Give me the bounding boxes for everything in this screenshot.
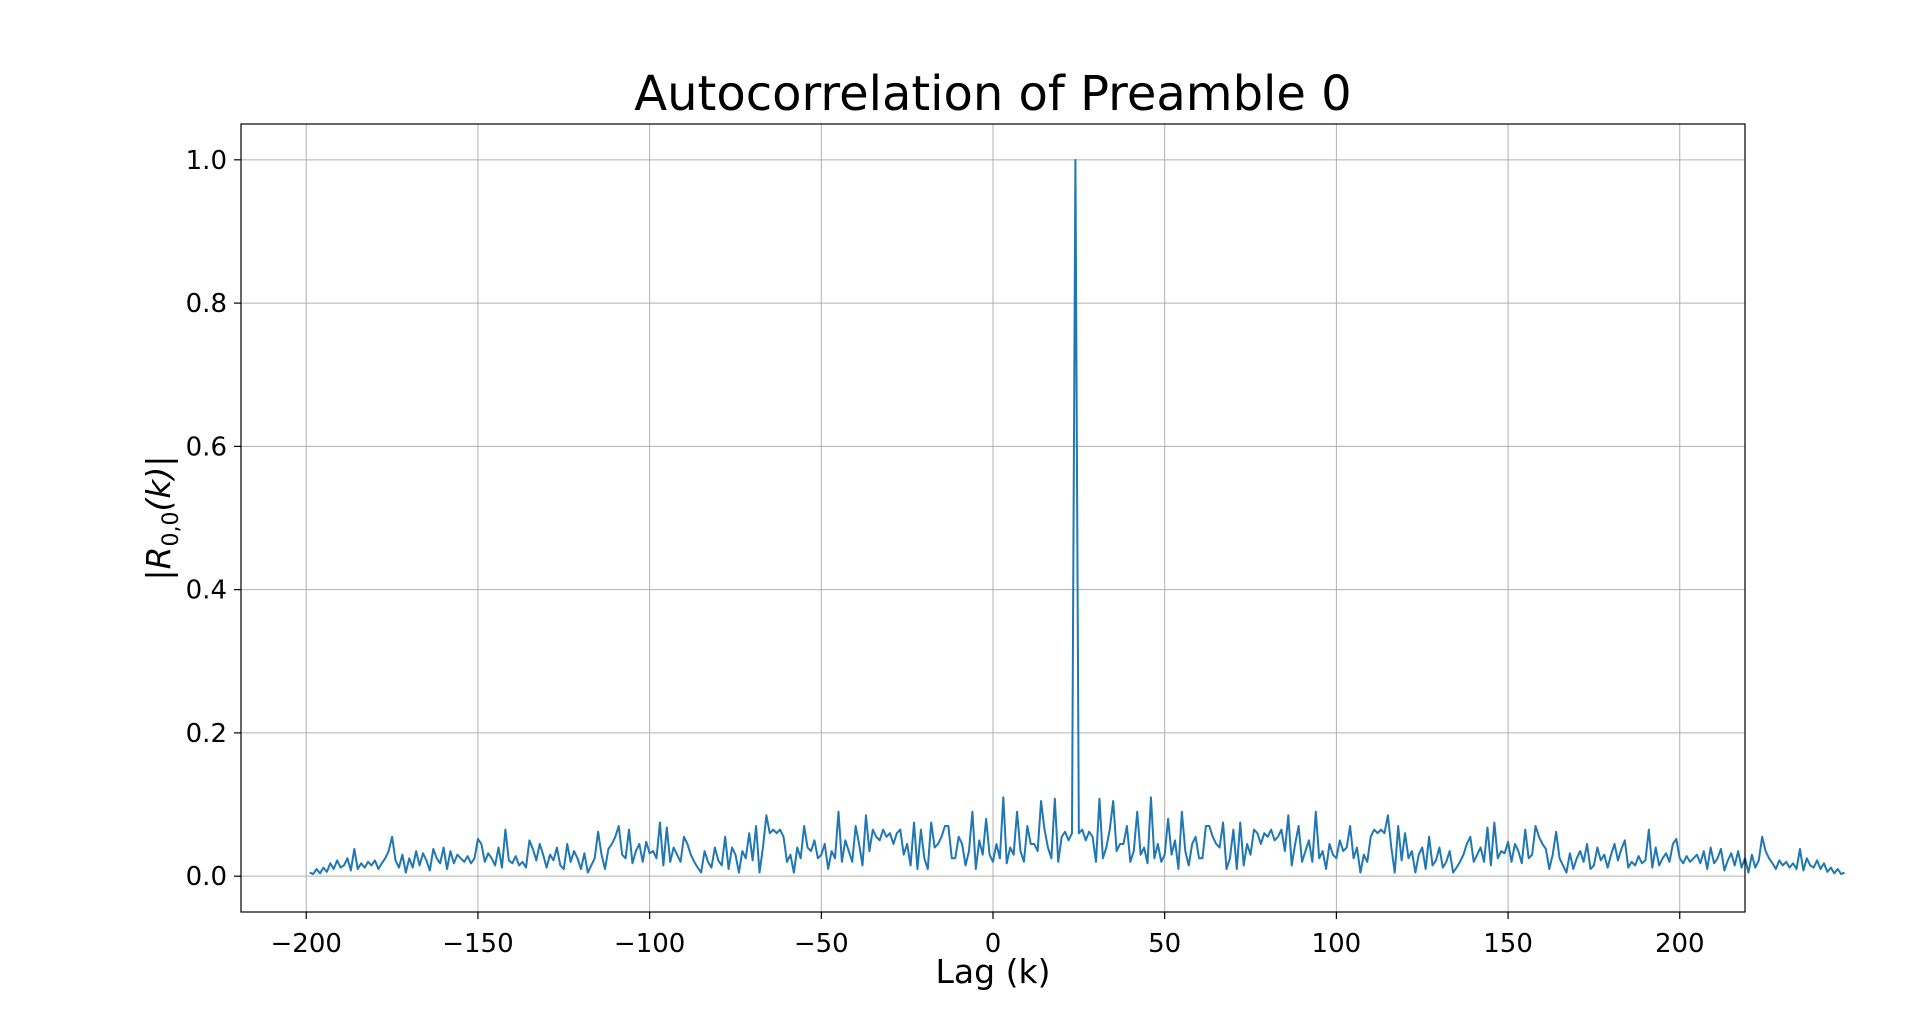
y-axis-label-arg: (k) xyxy=(139,467,178,512)
y-grid xyxy=(241,159,1745,877)
x-tick-label: 100 xyxy=(1312,929,1362,959)
y-axis-label-var: R xyxy=(139,546,178,569)
y-tick-label: 0.6 xyxy=(186,432,227,462)
y-axis-ticks: 0.0 0.2 0.4 0.6 0.8 1.0 xyxy=(186,146,241,892)
x-tick-label: −200 xyxy=(271,929,342,959)
x-tick-label: 50 xyxy=(1148,929,1181,959)
chart-title: Autocorrelation of Preamble 0 xyxy=(634,66,1351,122)
x-tick-label: −150 xyxy=(442,929,513,959)
x-axis-ticks: −200 −150 −100 −50 0 50 100 150 200 xyxy=(271,912,1705,959)
x-axis-label: Lag (k) xyxy=(936,952,1051,991)
y-tick-label: 1.0 xyxy=(186,146,227,176)
x-tick-label: −50 xyxy=(794,929,849,959)
x-tick-label: 200 xyxy=(1655,929,1705,959)
y-tick-label: 0.2 xyxy=(186,719,227,749)
series-line-autocorrelation xyxy=(309,158,1845,876)
x-grid xyxy=(305,124,1681,912)
y-tick-label: 0.4 xyxy=(186,576,227,606)
y-axis-label-bar-left: | xyxy=(139,569,178,580)
y-axis-label-bar-right: | xyxy=(139,455,178,466)
x-tick-label: 150 xyxy=(1483,929,1533,959)
y-axis-label-subscript: 0,0 xyxy=(159,511,184,546)
y-tick-label: 0.8 xyxy=(186,289,227,319)
x-tick-label: 0 xyxy=(985,929,1002,959)
x-tick-label: −100 xyxy=(614,929,685,959)
y-axis-label: |R0,0(k)| xyxy=(139,455,184,580)
y-tick-label: 0.0 xyxy=(186,862,227,892)
